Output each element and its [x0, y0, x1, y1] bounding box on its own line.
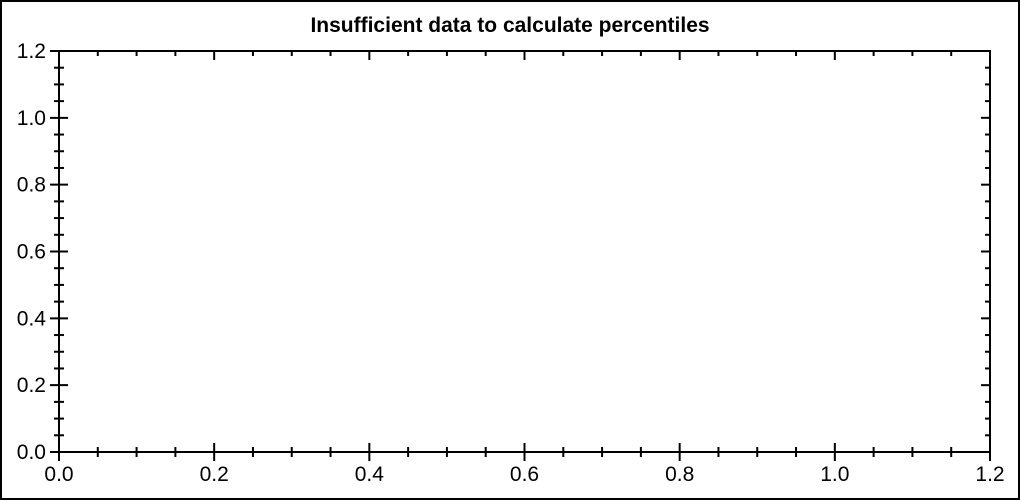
- chart-title: Insufficient data to calculate percentil…: [310, 14, 710, 37]
- y-tick-label: 0.4: [17, 307, 47, 330]
- x-tick-label: 0.2: [200, 463, 229, 486]
- x-tick-label: 0.8: [665, 463, 694, 486]
- x-tick-label: 0.6: [510, 463, 539, 486]
- y-tick-label: 0.6: [17, 241, 46, 264]
- y-tick-label: 0.8: [17, 174, 46, 197]
- y-tick-label: 0.2: [17, 374, 46, 397]
- x-tick-label: 1.0: [820, 463, 849, 486]
- x-tick-label: 0.0: [44, 463, 73, 486]
- plot-frame: [58, 50, 991, 453]
- y-tick-label: 1.2: [17, 40, 46, 63]
- y-tick-label: 1.0: [17, 107, 46, 130]
- x-tick-label: 1.2: [975, 463, 1004, 486]
- x-tick-label: 0.4: [355, 463, 385, 486]
- y-tick-label: 0.0: [17, 441, 46, 464]
